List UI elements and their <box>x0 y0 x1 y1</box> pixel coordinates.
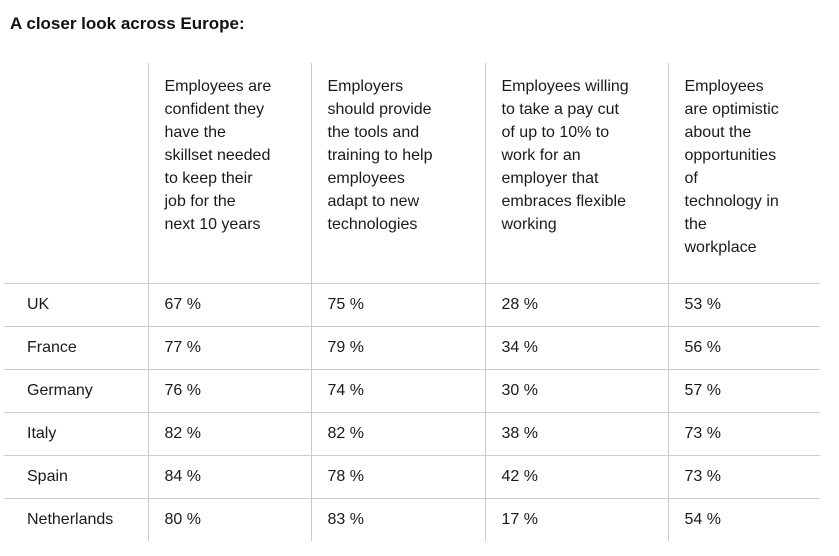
stat-value: 74 % <box>310 368 485 412</box>
column-header-tech-optimism: Employees are optimistic about the oppor… <box>667 63 820 283</box>
column-header-tools-training: Employers should provide the tools and t… <box>310 63 485 283</box>
stat-value: 82 % <box>310 411 485 455</box>
stat-value: 42 % <box>484 454 668 498</box>
row-label: France <box>4 325 148 369</box>
stat-value: 78 % <box>310 454 485 498</box>
stat-value: 30 % <box>484 368 668 412</box>
row-label: UK <box>4 282 148 326</box>
stat-value: 34 % <box>484 325 668 369</box>
header-row: Employees are confident they have the sk… <box>4 63 820 283</box>
row-label: Germany <box>4 368 148 412</box>
stat-value: 38 % <box>484 411 668 455</box>
stat-value: 54 % <box>667 497 820 541</box>
page-title: A closer look across Europe: <box>10 14 245 33</box>
stat-value: 84 % <box>147 454 311 498</box>
table-row-uk: UK 67 % 75 % 28 % 53 % <box>4 282 820 326</box>
row-label: Italy <box>4 411 148 455</box>
stat-value: 17 % <box>484 497 668 541</box>
column-header-skillset-confidence: Employees are confident they have the sk… <box>147 63 311 283</box>
table-row-france: France 77 % 79 % 34 % 56 % <box>4 325 820 369</box>
stat-value: 57 % <box>667 368 820 412</box>
stat-value: 28 % <box>484 282 668 326</box>
stat-value: 73 % <box>667 454 820 498</box>
stat-value: 75 % <box>310 282 485 326</box>
table-row-netherlands: Netherlands 80 % 83 % 17 % 54 % <box>4 497 820 541</box>
stat-value: 83 % <box>310 497 485 541</box>
europe-stats-table: Employees are confident they have the sk… <box>4 63 820 541</box>
row-label: Spain <box>4 454 148 498</box>
table-row-spain: Spain 84 % 78 % 42 % 73 % <box>4 454 820 498</box>
stat-value: 73 % <box>667 411 820 455</box>
table-row-italy: Italy 82 % 82 % 38 % 73 % <box>4 411 820 455</box>
stat-value: 77 % <box>147 325 311 369</box>
stat-value: 79 % <box>310 325 485 369</box>
stat-value: 76 % <box>147 368 311 412</box>
stat-value: 67 % <box>147 282 311 326</box>
corner-cell <box>4 63 148 283</box>
stat-value: 82 % <box>147 411 311 455</box>
row-label: Netherlands <box>4 497 148 541</box>
stat-value: 53 % <box>667 282 820 326</box>
column-header-pay-cut-flexible: Employees willing to take a pay cut of u… <box>484 63 668 283</box>
stat-value: 80 % <box>147 497 311 541</box>
stat-value: 56 % <box>667 325 820 369</box>
table-row-germany: Germany 76 % 74 % 30 % 57 % <box>4 368 820 412</box>
